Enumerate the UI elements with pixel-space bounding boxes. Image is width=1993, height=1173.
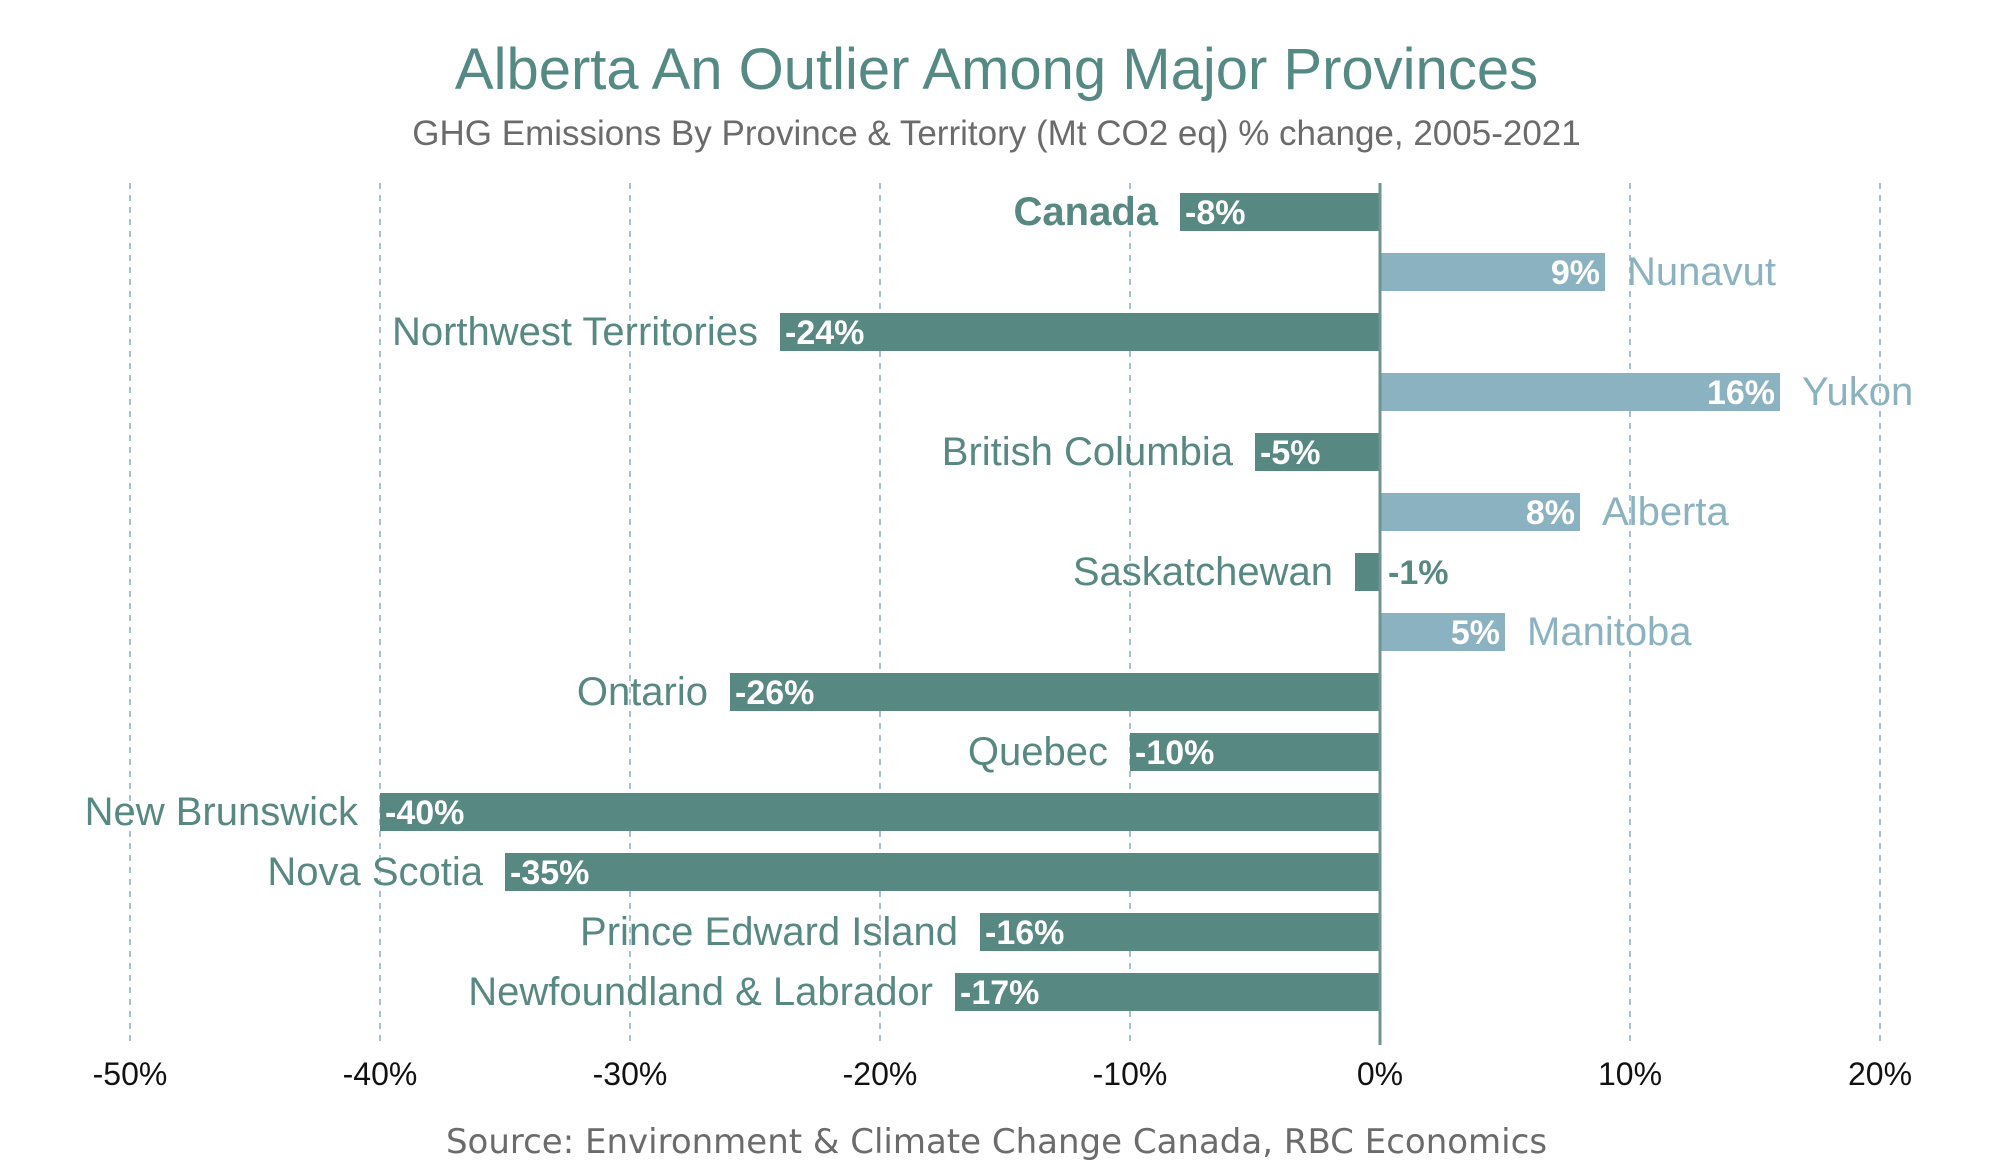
value-label: -1% — [1388, 554, 1448, 592]
bars — [380, 193, 1780, 1011]
bar-nunavut — [1380, 253, 1605, 291]
value-label: -5% — [1260, 434, 1320, 472]
bar-new-brunswick — [380, 793, 1380, 831]
value-label: -10% — [1135, 734, 1214, 772]
category-label: New Brunswick — [85, 790, 359, 834]
value-label: -26% — [735, 674, 814, 712]
bar-manitoba — [1380, 613, 1505, 651]
x-tick-label: -30% — [593, 1056, 668, 1092]
category-label: Northwest Territories — [392, 310, 758, 354]
category-label: Nova Scotia — [267, 850, 483, 894]
category-label: Alberta — [1602, 490, 1729, 534]
x-tick-label: -20% — [843, 1056, 918, 1092]
value-label: -24% — [785, 314, 864, 352]
bar-quebec — [1130, 733, 1380, 771]
value-label: 9% — [1551, 254, 1600, 292]
value-label: 8% — [1526, 494, 1575, 532]
category-label: Saskatchewan — [1073, 550, 1333, 594]
bar-saskatchewan — [1355, 553, 1380, 591]
x-axis-tick-labels: -50% -40% -30% -20% -10% 0% 10% 20% — [93, 1056, 1912, 1092]
x-tick-label: 10% — [1598, 1056, 1662, 1092]
bar-ontario — [730, 673, 1380, 711]
category-label: Quebec — [968, 730, 1108, 774]
value-labels: -8% 9% -24% 16% -5% 8% -1%5% -26% -10% -40% -35% -1… — [385, 194, 1775, 1012]
category-label: Nunavut — [1627, 250, 1776, 294]
value-label: -8% — [1185, 194, 1245, 232]
bar-yukon — [1380, 373, 1780, 411]
category-label: British Columbia — [942, 430, 1234, 474]
value-label: 5% — [1451, 614, 1500, 652]
value-label: -16% — [985, 914, 1064, 952]
chart-title: Alberta An Outlier Among Major Provinces — [454, 37, 1539, 102]
value-label: -17% — [960, 974, 1039, 1012]
category-label: Canada — [1014, 190, 1159, 234]
category-label: Ontario — [577, 670, 708, 714]
x-tick-label: -50% — [93, 1056, 168, 1092]
category-label: Prince Edward Island — [580, 910, 958, 954]
bar-prince-edward-island — [980, 913, 1380, 951]
source-note: Source: Environment & Climate Change Can… — [445, 1122, 1548, 1162]
value-label: -35% — [510, 854, 589, 892]
x-tick-label: -40% — [343, 1056, 418, 1092]
chart-subtitle: GHG Emissions By Province & Territory (M… — [412, 114, 1581, 153]
bar-newfoundland-labrador — [955, 973, 1380, 1011]
category-label: Newfoundland & Labrador — [468, 970, 933, 1014]
bar-alberta — [1380, 493, 1580, 531]
bar-british-columbia — [1255, 433, 1380, 471]
bar-nova-scotia — [505, 853, 1380, 891]
x-tick-label: 20% — [1848, 1056, 1912, 1092]
x-tick-label: -10% — [1093, 1056, 1168, 1092]
value-label: -40% — [385, 794, 464, 832]
value-label: 16% — [1707, 374, 1775, 412]
category-label: Manitoba — [1527, 610, 1692, 654]
bar-canada — [1180, 193, 1380, 231]
category-labels: Canada Nunavut Northwest Territories Yukon B… — [85, 190, 1914, 1014]
bar-northwest-territories — [780, 313, 1380, 351]
category-label: Yukon — [1802, 370, 1913, 414]
x-tick-label: 0% — [1357, 1056, 1403, 1092]
